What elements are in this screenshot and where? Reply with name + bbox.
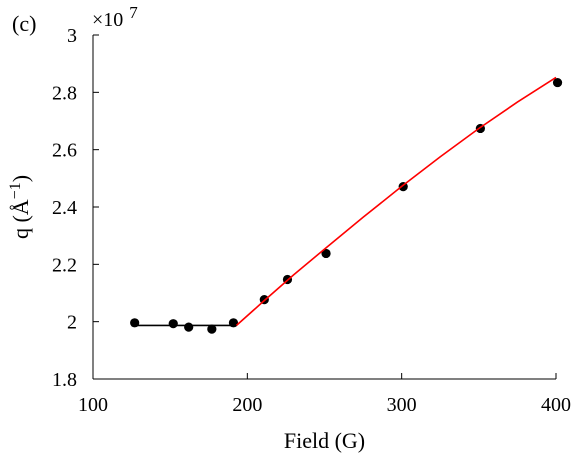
- y-axis-title-unit: Å: [8, 199, 33, 215]
- y-tick-label: 1.8: [52, 369, 77, 391]
- x-tick-label: 400: [541, 394, 571, 416]
- data-point: [321, 248, 331, 259]
- y-tick-label: 2.8: [52, 82, 77, 104]
- y-axis-title-close: ): [8, 175, 33, 182]
- axes-layer: [92, 34, 557, 380]
- y-multiplier-exponent: 7: [129, 3, 138, 22]
- x-tick-label: 300: [387, 394, 417, 416]
- y-axis-title: q (Å−1): [7, 175, 33, 239]
- y-tick-label: 2: [67, 312, 77, 334]
- panel-label: (c): [12, 11, 36, 36]
- y-axis-title-exponent: −1: [7, 182, 24, 199]
- y-tick-label: 2.4: [52, 197, 77, 219]
- labels-layer: 100 200 300 400 1.8 2 2.2 2.4 2.6 2.8 3 (c) ×10 7 Fiel…: [7, 3, 571, 453]
- y-multiplier-base: ×10: [92, 9, 123, 31]
- y-tick-label: 2.2: [52, 254, 77, 276]
- y-multiplier-label: ×10 7: [92, 3, 138, 31]
- x-axis-title: Field (G): [284, 428, 365, 453]
- y-axis-title-base: q (: [8, 215, 33, 239]
- y-tick-label: 2.6: [52, 140, 77, 162]
- data-point: [168, 319, 178, 329]
- data-point: [552, 77, 563, 88]
- fit-line-red: [235, 76, 557, 326]
- data-point: [207, 324, 217, 334]
- data-point: [184, 322, 194, 332]
- series-layer: [130, 76, 563, 334]
- y-tick-label: 3: [67, 25, 77, 47]
- x-tick-label: 100: [78, 394, 108, 416]
- x-tick-label: 200: [232, 394, 262, 416]
